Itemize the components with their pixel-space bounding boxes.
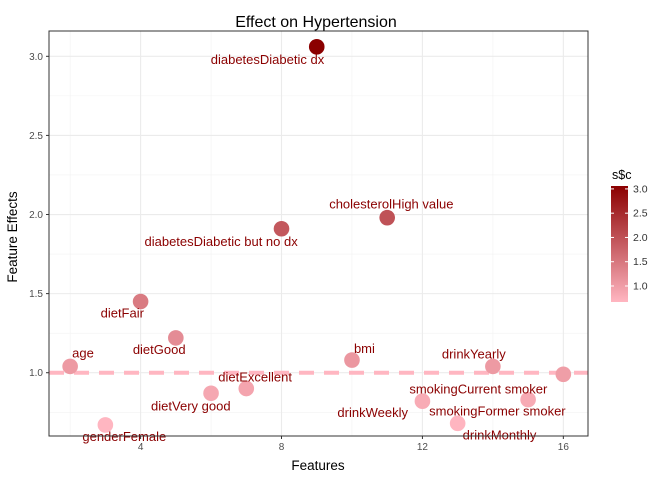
data-point (379, 209, 395, 226)
point-label: bmi (354, 341, 375, 356)
point-label: drinkWeekly (337, 405, 408, 420)
plot-panel: agegenderFemaledietFairdietGooddietVery … (48, 30, 589, 444)
data-point (132, 293, 149, 310)
data-point (344, 352, 360, 368)
point-label: drinkYearly (442, 346, 506, 361)
x-tick-label: 16 (558, 442, 570, 453)
legend-tick-label: 1.0 (633, 280, 648, 292)
x-tick-label: 4 (138, 442, 144, 453)
point-label: smokingCurrent smoker (409, 381, 548, 396)
point-label: drinkMonthly (463, 427, 537, 442)
color-legend: s$c 1.0 1.5 2.0 2.5 3.0 (611, 168, 648, 302)
data-point (97, 417, 114, 433)
legend-tick-label: 2.5 (633, 208, 648, 220)
panel-border (48, 30, 589, 437)
panel-background (49, 31, 588, 436)
legend-colorbar (611, 186, 628, 302)
data-point (555, 366, 572, 383)
data-point (273, 220, 290, 237)
y-axis-title: Feature Effects (5, 191, 20, 283)
data-point (238, 380, 255, 397)
point-label: age (72, 345, 94, 360)
legend-tick-label: 3.0 (633, 183, 648, 195)
point-label: dietFair (101, 306, 145, 321)
legend-title: s$c (612, 168, 631, 182)
x-axis-ticks: 4 8 12 16 (138, 436, 570, 453)
data-point (414, 393, 431, 409)
data-point (520, 391, 536, 408)
point-label: diabetesDiabetic dx (211, 52, 325, 67)
legend-tick-label: 1.5 (633, 256, 648, 268)
data-point (485, 358, 501, 375)
chart-title: Effect on Hypertension (235, 14, 397, 31)
data-point (203, 385, 219, 402)
y-tick-label: 2.5 (29, 131, 43, 142)
legend-tick-label: 2.0 (633, 232, 648, 244)
data-point (168, 330, 184, 346)
data-point (449, 415, 466, 432)
x-tick-label: 8 (279, 442, 285, 453)
data-point (62, 358, 78, 375)
y-axis-ticks: 1.0 1.5 2.0 2.5 3.0 (29, 52, 49, 379)
point-label: smokingFormer smoker (429, 404, 566, 419)
data-point (308, 39, 325, 55)
point-label: dietGood (133, 342, 186, 357)
point-label: dietVery good (151, 398, 231, 413)
y-tick-label: 3.0 (29, 52, 43, 63)
y-tick-label: 2.0 (29, 210, 43, 221)
point-label: cholesterolHigh value (329, 197, 453, 212)
point-label: dietExcellent (218, 370, 292, 385)
y-tick-label: 1.0 (29, 368, 43, 379)
y-tick-label: 1.5 (29, 289, 43, 300)
point-label: diabetesDiabetic but no dx (145, 234, 299, 249)
x-axis-title: Features (291, 458, 345, 473)
x-tick-label: 12 (417, 442, 429, 453)
